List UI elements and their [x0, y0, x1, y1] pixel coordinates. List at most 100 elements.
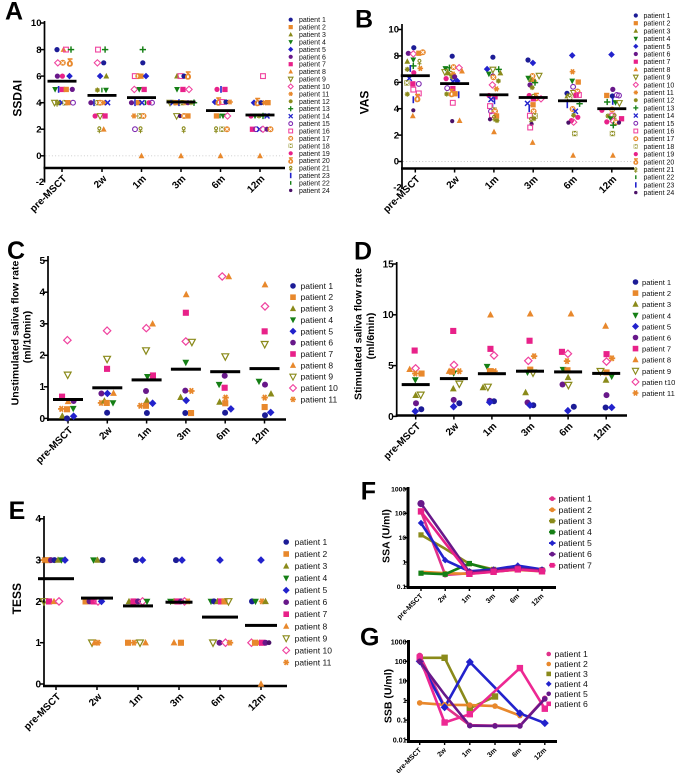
svg-text:patient 22: patient 22	[644, 175, 675, 182]
svg-text:10: 10	[399, 535, 407, 542]
svg-text:4: 4	[36, 98, 42, 109]
svg-text:3: 3	[35, 556, 41, 567]
svg-text:patient 2: patient 2	[295, 549, 328, 559]
svg-text:δ: δ	[414, 93, 420, 105]
svg-text:♀: ♀	[211, 123, 220, 137]
svg-text:patient 21: patient 21	[644, 167, 675, 174]
svg-text:patient 12: patient 12	[299, 99, 330, 106]
svg-text:patient 24: patient 24	[644, 190, 675, 197]
svg-text:patient 3: patient 3	[299, 32, 326, 39]
svg-text:10: 10	[388, 25, 399, 36]
svg-text:patient 6: patient 6	[299, 54, 326, 61]
svg-text:2w: 2w	[436, 747, 448, 759]
svg-text:patient 24: patient 24	[299, 188, 330, 195]
svg-text:patient 20: patient 20	[299, 158, 330, 165]
svg-text:SSDAI: SSDAI	[11, 80, 25, 117]
svg-text:10: 10	[383, 310, 395, 321]
svg-text:patient 7: patient 7	[559, 560, 592, 570]
svg-text:patient 6: patient 6	[559, 549, 592, 559]
svg-text:patient 4: patient 4	[642, 311, 671, 320]
svg-text:Unstimulated saliva flow rate: Unstimulated saliva flow rate	[10, 260, 22, 405]
svg-text:patient 1: patient 1	[301, 281, 334, 291]
svg-text:♀: ♀	[287, 164, 294, 175]
svg-text:δ: δ	[633, 157, 638, 167]
svg-text:8: 8	[394, 51, 399, 62]
svg-text:patient 10: patient 10	[301, 383, 339, 393]
svg-text:patient 9: patient 9	[295, 633, 328, 643]
svg-text:4: 4	[394, 104, 400, 115]
svg-text:patient 15: patient 15	[299, 121, 330, 128]
svg-text:♀: ♀	[179, 123, 188, 137]
svg-text:patient 21: patient 21	[299, 166, 330, 173]
svg-text:patient 6: patient 6	[301, 338, 334, 348]
svg-text:4: 4	[35, 514, 41, 525]
svg-text:2: 2	[394, 130, 399, 141]
svg-text:(ml/6min): (ml/6min)	[365, 313, 377, 360]
svg-text:patient 2: patient 2	[299, 25, 326, 32]
svg-text:1000: 1000	[391, 637, 407, 646]
svg-text:3: 3	[39, 319, 45, 330]
svg-text:patient 4: patient 4	[295, 573, 328, 583]
svg-text:5: 5	[388, 361, 394, 372]
svg-text:patient 4: patient 4	[559, 527, 592, 537]
svg-text:patient 6: patient 6	[644, 52, 671, 59]
svg-text:patient 18: patient 18	[299, 143, 330, 150]
svg-text:patient 7: patient 7	[301, 349, 334, 359]
svg-text:patient 5: patient 5	[301, 326, 334, 336]
svg-text:1: 1	[402, 560, 406, 567]
svg-text:patient 22: patient 22	[299, 180, 330, 187]
svg-text:δ: δ	[215, 97, 221, 109]
svg-text:patient 8: patient 8	[301, 360, 334, 370]
svg-text:1: 1	[403, 696, 407, 705]
svg-text:patient 1: patient 1	[559, 494, 592, 504]
svg-text:δ: δ	[67, 57, 73, 69]
svg-text:0.1: 0.1	[397, 716, 407, 725]
svg-text:patient 10: patient 10	[299, 84, 330, 91]
svg-text:2: 2	[36, 124, 41, 135]
svg-text:patient 23: patient 23	[644, 182, 675, 189]
svg-text:patient 7: patient 7	[642, 345, 671, 354]
svg-text:patient 18: patient 18	[644, 144, 675, 151]
svg-text:patient 8: patient 8	[644, 67, 671, 74]
svg-text:patient 5: patient 5	[644, 44, 671, 51]
svg-text:patient 5: patient 5	[642, 322, 671, 331]
svg-text:patient 1: patient 1	[644, 13, 671, 20]
svg-text:2: 2	[39, 351, 45, 362]
svg-text:♀: ♀	[415, 55, 424, 69]
svg-text:δ: δ	[448, 88, 454, 100]
svg-text:0: 0	[35, 679, 41, 690]
svg-text:E: E	[9, 497, 26, 525]
svg-text:VAS: VAS	[358, 91, 372, 115]
svg-text:patient 2: patient 2	[301, 292, 334, 302]
svg-text:patient 15: patient 15	[644, 121, 675, 128]
svg-text:patient 13: patient 13	[644, 105, 675, 112]
svg-text:patient 4: patient 4	[644, 36, 671, 43]
svg-text:δ: δ	[288, 155, 293, 165]
svg-text:6: 6	[394, 78, 399, 89]
svg-text:G: G	[360, 624, 379, 652]
svg-text:-2: -2	[36, 177, 44, 188]
svg-text:patient 3: patient 3	[301, 304, 334, 314]
svg-text:TESS: TESS	[10, 583, 24, 614]
svg-text:patient 7: patient 7	[644, 59, 671, 66]
svg-text:A: A	[5, 0, 23, 26]
svg-text:patient 17: patient 17	[644, 136, 675, 143]
svg-text:patient 3: patient 3	[644, 28, 671, 35]
svg-text:100: 100	[395, 511, 407, 518]
svg-text:patient 2: patient 2	[644, 21, 671, 28]
svg-text:patient 1: patient 1	[642, 278, 671, 287]
svg-text:4: 4	[39, 288, 45, 299]
svg-text:patient 1: patient 1	[299, 17, 326, 24]
svg-text:patient 6: patient 6	[642, 334, 671, 343]
svg-text:♀: ♀	[95, 123, 104, 137]
svg-text:patient 19: patient 19	[299, 151, 330, 158]
svg-text:10: 10	[399, 677, 407, 686]
svg-text:patient 8: patient 8	[299, 69, 326, 76]
svg-text:1: 1	[35, 638, 41, 649]
svg-text:8: 8	[36, 45, 41, 56]
svg-text:patient 19: patient 19	[644, 152, 675, 159]
svg-text:♀: ♀	[632, 165, 639, 176]
svg-text:patient 4: patient 4	[555, 679, 588, 689]
svg-text:15: 15	[383, 259, 395, 270]
svg-text:SSB (U/ml): SSB (U/ml)	[383, 669, 395, 723]
